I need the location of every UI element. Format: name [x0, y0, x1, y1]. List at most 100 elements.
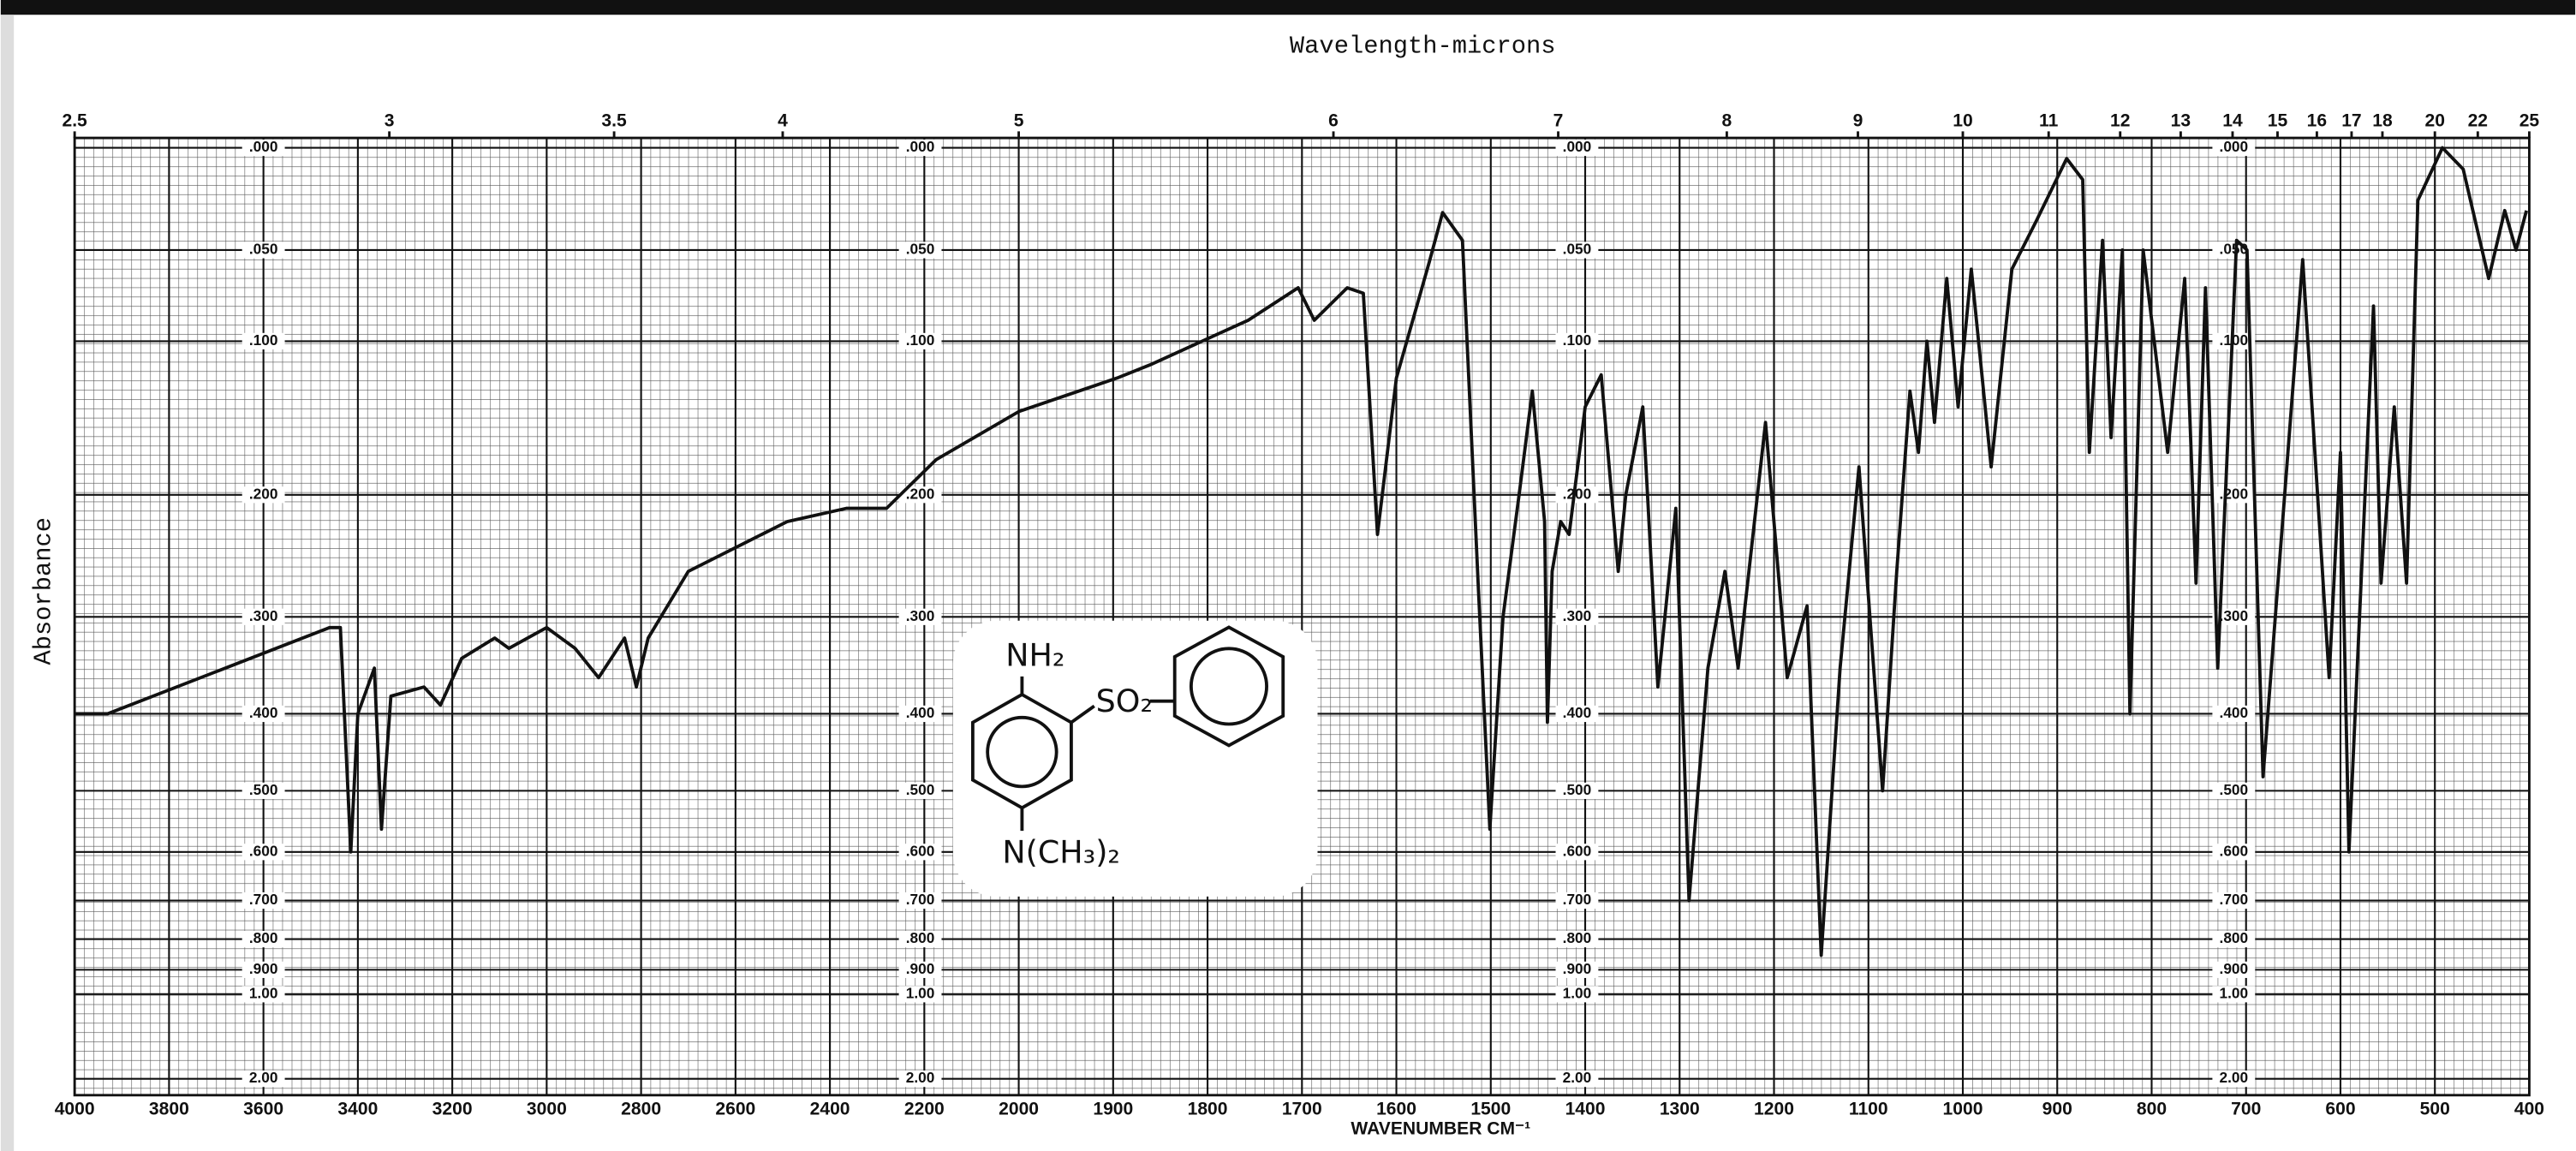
x2-tick-label: 4 — [778, 110, 788, 130]
y-tick-label-bg — [2212, 705, 2256, 723]
sulfonyl-label: SO₂ — [1096, 683, 1153, 719]
y-tick-label: .050 — [906, 241, 935, 258]
chart-title: Wavelength-microns — [1290, 32, 1556, 60]
x-tick-label: 500 — [2420, 1100, 2450, 1119]
x-tick-label: 1900 — [1093, 1100, 1133, 1119]
y-tick-label-bg — [898, 486, 942, 504]
x-tick-label: 2000 — [999, 1100, 1039, 1119]
y-tick-label-bg — [242, 986, 285, 1003]
y-tick-label: .400 — [1563, 704, 1592, 721]
x2-tick-label: 11 — [2039, 110, 2059, 130]
y-tick-label-bg — [2212, 844, 2256, 861]
structure-box — [952, 620, 1318, 897]
x-tick-label: 1700 — [1282, 1100, 1322, 1119]
x-tick-label: 600 — [2325, 1100, 2355, 1119]
y-tick-label-bg — [1555, 608, 1599, 625]
y-tick-label: .900 — [906, 960, 935, 977]
y-tick-label-bg — [898, 961, 942, 978]
x2-tick-label: 18 — [2372, 110, 2393, 130]
y-tick-label: .500 — [906, 781, 935, 798]
y-tick-label-bg — [898, 892, 942, 909]
y-tick-label-bg — [1555, 486, 1599, 504]
y-tick-label-bg — [242, 1070, 285, 1088]
grid: 4000 3800 3600 3400 3200 3000 2800 2600 2400 2200… — [55, 110, 2544, 1118]
y-tick-label-bg — [2212, 961, 2256, 978]
x-tick-label: 2400 — [810, 1100, 850, 1119]
ring — [1172, 625, 1285, 748]
y-tick-label: .000 — [1563, 138, 1592, 155]
bonds — [1020, 676, 1175, 832]
y-tick-label-bg — [2212, 1070, 2256, 1088]
y-tick-label: .200 — [1563, 485, 1592, 502]
y-tick-label: .400 — [249, 704, 278, 721]
y-tick-label: .300 — [249, 607, 278, 624]
y-tick-label: .800 — [1563, 929, 1592, 946]
x-tick-label: 3000 — [527, 1100, 567, 1119]
x-tick-label: 1400 — [1565, 1100, 1606, 1119]
x-tick-label: 3200 — [432, 1100, 473, 1119]
y-tick-label-bg — [898, 332, 942, 349]
amine-label: NH₂ — [1005, 636, 1064, 673]
x-tick-label: 1600 — [1376, 1100, 1416, 1119]
y-tick-label: .100 — [249, 331, 278, 349]
x2-tick-label: 3 — [385, 110, 395, 130]
y-tick-label-bg — [242, 486, 285, 504]
x-tick-label: 1300 — [1660, 1100, 1700, 1119]
y-tick-label: .700 — [906, 891, 935, 908]
y-tick-label: 2.00 — [2220, 1069, 2249, 1086]
y-tick-label-bg — [2212, 892, 2256, 909]
x2-tick-label: 12 — [2110, 110, 2130, 130]
x-tick-label: 3400 — [337, 1100, 378, 1119]
y-tick-label-bg — [242, 931, 285, 948]
y-tick-label-bg — [242, 332, 285, 349]
y-tick-label: .050 — [1563, 241, 1592, 258]
y-tick-label-bg — [898, 608, 942, 625]
y-tick-label-bg — [2212, 782, 2256, 799]
structure: NH₂ SO₂ N(CH₃)₂ — [952, 620, 1318, 897]
y-tick-label-bg — [242, 844, 285, 861]
y-tick-label: .100 — [906, 331, 935, 349]
x-tick-label: 3800 — [149, 1100, 189, 1119]
x-tick-label: 900 — [2042, 1100, 2072, 1119]
x-tick-label: 400 — [2514, 1100, 2544, 1119]
y-tick-label: .600 — [249, 842, 278, 859]
y-tick-label: .800 — [249, 929, 278, 946]
x-tick-label: 2600 — [715, 1100, 755, 1119]
y-tick-label-bg — [1555, 986, 1599, 1003]
x2-tick-label: 3.5 — [601, 110, 627, 130]
x-tick-label: 1500 — [1470, 1100, 1511, 1119]
y-tick-label: 2.00 — [249, 1069, 278, 1086]
x-tick-label: 1800 — [1188, 1100, 1228, 1119]
y-tick-label: .900 — [2220, 960, 2249, 977]
x-tick-label: 3600 — [243, 1100, 283, 1119]
y-tick-label: .600 — [906, 842, 935, 859]
y-tick-label-bg — [898, 844, 942, 861]
y-tick-label: .200 — [249, 485, 278, 502]
x2-tick-label: 20 — [2424, 110, 2444, 130]
y-tick-label-bg — [242, 242, 285, 259]
y-tick-label-bg — [1555, 139, 1599, 157]
marks — [75, 146, 2528, 957]
x2-tick-label: 17 — [2341, 110, 2361, 130]
y-tick-label-bg — [242, 608, 285, 625]
y-tick-label-bg — [1555, 242, 1599, 259]
x2-tick-label: 14 — [2222, 110, 2243, 130]
y-axis-label: Absorbance — [29, 517, 57, 665]
y-tick-label: 1.00 — [906, 984, 935, 1001]
y-tick-label: .900 — [1563, 960, 1592, 977]
x-tick-label: 2800 — [621, 1100, 661, 1119]
x2-tick-label: 15 — [2268, 110, 2288, 130]
y-tick-label-bg — [898, 782, 942, 799]
y-tick-label: .500 — [249, 781, 278, 798]
y-tick-label: 1.00 — [249, 984, 278, 1001]
y-tick-label: .050 — [249, 241, 278, 258]
y-tick-label-bg — [2212, 139, 2256, 157]
ring-circle — [986, 715, 1058, 789]
y-tick-label-bg — [898, 242, 942, 259]
y-tick-label-bg — [1555, 844, 1599, 861]
y-tick-label-bg — [242, 892, 285, 909]
y-tick-label: .800 — [2220, 929, 2249, 946]
y-tick-label: .300 — [1563, 607, 1592, 624]
y-tick-label-bg — [898, 139, 942, 157]
x2-tick-label: 9 — [1853, 110, 1863, 130]
